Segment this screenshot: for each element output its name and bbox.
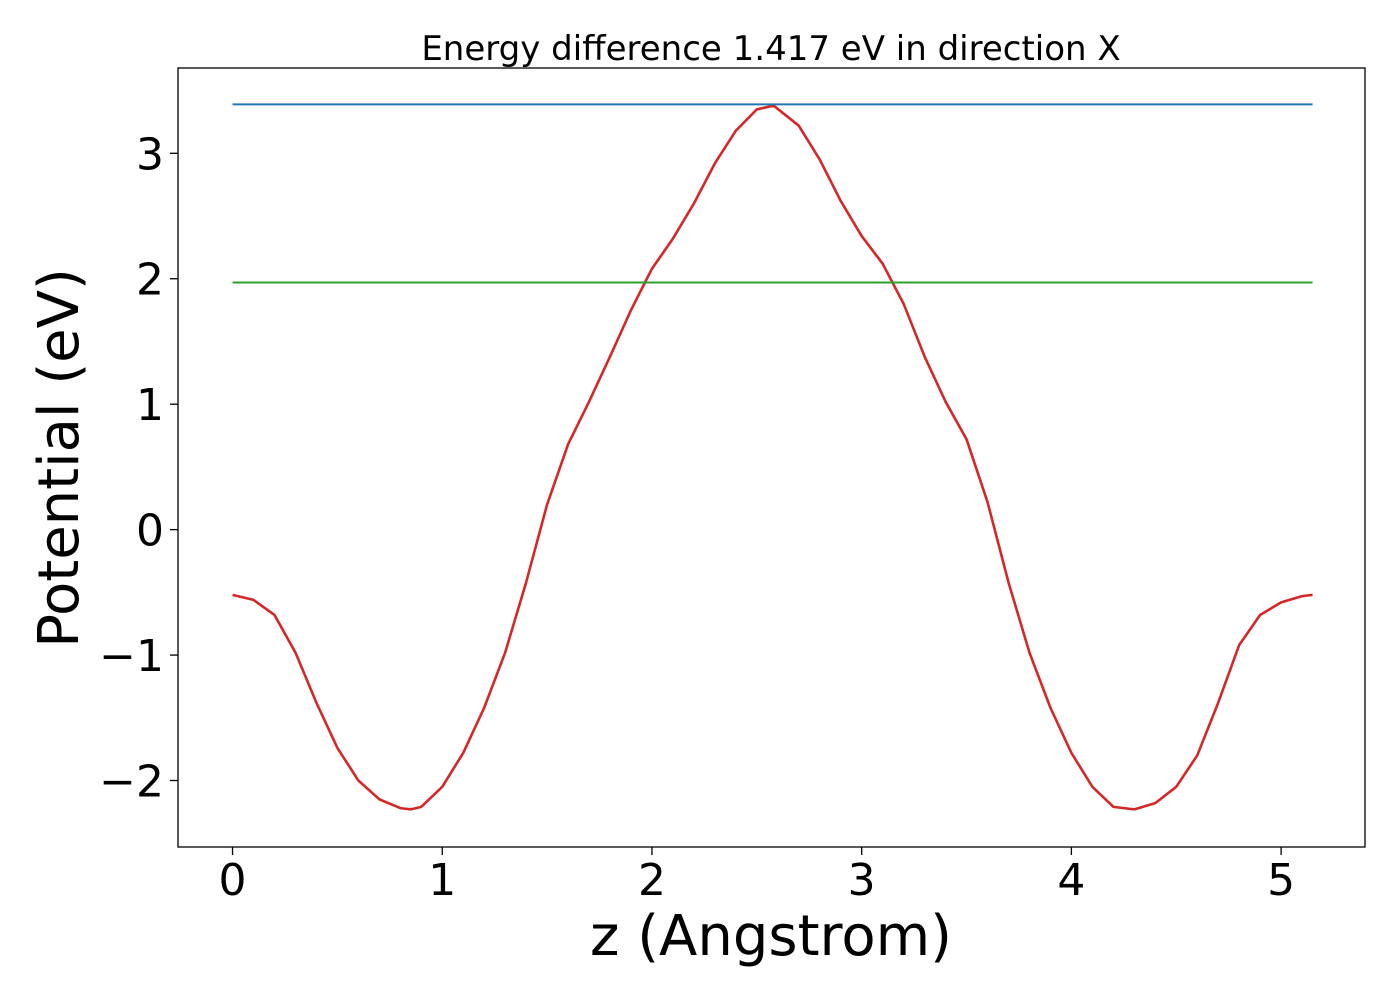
y-axis-label: Potential (eV) xyxy=(27,268,92,648)
x-tick-label: 4 xyxy=(1057,855,1085,906)
series-line-1 xyxy=(232,104,1313,811)
x-tick-label: 2 xyxy=(638,855,666,906)
chart-title: Energy difference 1.417 eV in direction … xyxy=(421,29,1120,69)
y-tick-label: −2 xyxy=(99,757,164,808)
x-tick-label: 3 xyxy=(848,855,876,906)
y-tick-label: 3 xyxy=(136,129,164,180)
y-tick-label: 1 xyxy=(136,380,164,431)
y-tick-label: 0 xyxy=(136,506,164,557)
series-layer xyxy=(232,103,1313,811)
x-tick-label: 0 xyxy=(219,855,247,906)
x-tick-label: 5 xyxy=(1267,855,1295,906)
y-axis-ticks: −2 −1 0 1 2 3 xyxy=(99,129,178,808)
x-tick-label: 1 xyxy=(428,855,456,906)
x-axis-label: z (Angstrom) xyxy=(590,904,952,969)
y-tick-label: −1 xyxy=(99,631,164,682)
x-axis-ticks: 0 1 2 3 4 5 xyxy=(219,847,1295,906)
plot-area-frame xyxy=(177,67,1366,848)
y-tick-label: 2 xyxy=(136,255,164,306)
